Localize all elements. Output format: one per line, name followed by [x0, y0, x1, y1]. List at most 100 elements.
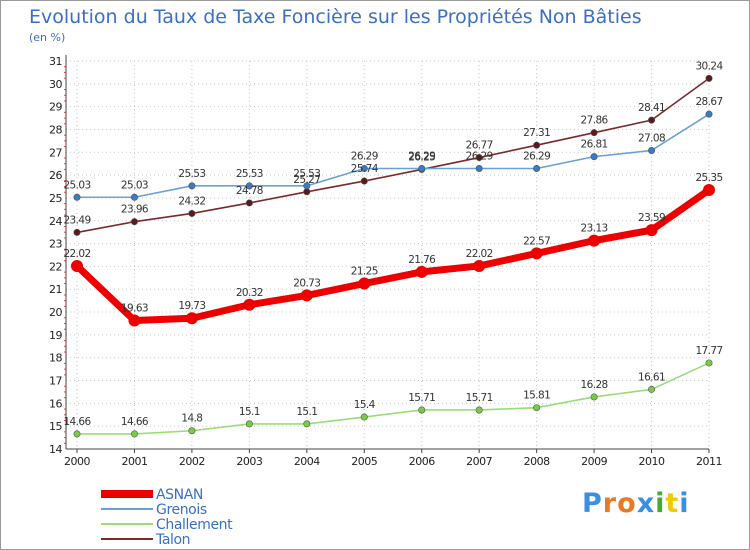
x-tick-label: 2008 [524, 455, 550, 468]
y-tick-label: 28 [49, 123, 62, 136]
data-point-challement [360, 413, 368, 421]
data-label-talon: 30.24 [695, 60, 723, 72]
data-label-challement: 14.8 [181, 413, 202, 425]
data-point-talon [303, 188, 311, 196]
data-point-grenois [130, 193, 138, 201]
y-tick-label: 22 [49, 260, 62, 273]
legend-label-asnan: ASNAN [156, 487, 203, 503]
x-tick-label: 2005 [351, 455, 377, 468]
data-point-talon [475, 154, 483, 162]
y-tick-label: 27 [49, 146, 62, 159]
data-label-grenois: 25.53 [178, 168, 205, 180]
data-point-challement [73, 430, 81, 438]
data-label-talon: 25.27 [293, 174, 320, 186]
x-tick-label: 2004 [294, 455, 320, 468]
data-label-grenois: 26.29 [466, 150, 493, 162]
x-tick-label: 2002 [179, 455, 205, 468]
data-label-asnan: 20.73 [293, 277, 320, 289]
y-tick-label: 30 [49, 78, 62, 91]
legend-label-grenois: Grenois [156, 502, 207, 518]
data-label-grenois: 26.29 [408, 150, 435, 162]
data-label-talon: 23.96 [121, 204, 149, 216]
data-label-asnan: 19.63 [121, 303, 148, 315]
series-line-grenois [77, 113, 710, 199]
data-point-talon [360, 177, 368, 185]
data-label-talon: 23.49 [63, 214, 90, 226]
data-point-grenois [245, 182, 253, 190]
data-label-grenois: 27.08 [638, 132, 665, 144]
data-point-talon [73, 228, 81, 236]
data-point-asnan [128, 314, 141, 327]
data-label-talon: 26.25 [408, 151, 435, 163]
data-label-talon: 26.77 [466, 140, 493, 152]
data-label-grenois: 26.29 [351, 150, 378, 162]
logo-letter: x [636, 488, 656, 519]
data-label-asnan: 22.02 [466, 248, 493, 260]
data-label-challement: 15.81 [523, 390, 550, 402]
data-point-talon [705, 74, 713, 82]
data-label-grenois: 28.67 [695, 96, 722, 108]
y-tick-label: 15 [49, 420, 62, 433]
data-point-challement [245, 420, 253, 428]
x-tick-label: 2000 [64, 455, 90, 468]
data-label-asnan: 21.76 [408, 254, 436, 266]
data-point-grenois [73, 193, 81, 201]
data-point-talon [130, 218, 138, 226]
data-point-asnan [588, 234, 601, 247]
y-tick-label: 24 [49, 215, 62, 228]
x-tick-label: 2006 [409, 455, 435, 468]
y-tick-label: 16 [49, 397, 62, 410]
data-label-challement: 15.1 [239, 406, 260, 418]
data-point-asnan [185, 312, 198, 325]
data-label-challement: 15.4 [354, 399, 376, 411]
data-point-challement [188, 427, 196, 435]
data-label-talon: 27.86 [581, 115, 609, 127]
x-tick-label: 2010 [639, 455, 665, 468]
data-label-challement: 15.1 [296, 406, 317, 418]
data-label-challement: 17.77 [695, 345, 722, 357]
data-point-talon [245, 199, 253, 207]
logo-letter: r [602, 488, 618, 519]
data-label-grenois: 25.53 [293, 168, 320, 180]
y-tick-label: 29 [49, 101, 62, 114]
data-point-challement [590, 393, 598, 401]
data-point-challement [705, 359, 713, 367]
data-point-challement [533, 404, 541, 412]
data-point-talon [590, 129, 598, 137]
data-point-asnan [358, 277, 371, 290]
data-label-grenois: 25.53 [236, 168, 263, 180]
data-point-talon [188, 209, 196, 217]
x-tick-label: 2001 [121, 455, 147, 468]
data-label-asnan: 20.32 [236, 287, 263, 299]
y-tick-label: 20 [49, 306, 62, 319]
data-label-challement: 16.61 [638, 371, 665, 383]
data-point-asnan [530, 247, 543, 260]
data-label-talon: 27.31 [523, 127, 550, 139]
data-label-asnan: 21.25 [351, 266, 378, 278]
data-point-asnan [71, 259, 83, 272]
x-tick-label: 2009 [581, 455, 607, 468]
data-point-grenois [648, 146, 656, 154]
data-label-challement: 15.71 [408, 392, 435, 404]
data-point-grenois [418, 164, 426, 172]
y-tick-label: 25 [49, 192, 62, 205]
chart-title: Evolution du Taux de Taxe Foncière sur l… [29, 6, 642, 28]
data-point-grenois [533, 164, 541, 172]
data-point-talon [648, 116, 656, 124]
y-tick-label: 26 [49, 169, 62, 182]
data-label-challement: 14.66 [63, 416, 91, 428]
logo-letter: t [665, 488, 680, 519]
data-labels: 23.49 23.96 24.32 24.78 25.27 25.74 26.25 26.77… [63, 60, 724, 428]
data-label-challement: 14.66 [121, 416, 149, 428]
y-tick-label: 21 [49, 283, 62, 296]
legend-label-talon: Talon [155, 532, 190, 548]
data-label-asnan: 25.35 [695, 172, 722, 184]
data-label-grenois: 25.03 [63, 179, 90, 191]
data-point-asnan [300, 289, 313, 302]
axes: 14 15 16 17 18 19 20 21 22 23 24 25 26 27 28 29 30 31 2000… [49, 55, 723, 468]
data-label-talon: 24.32 [178, 195, 205, 207]
x-tick-label: 2003 [236, 455, 262, 468]
data-point-grenois [303, 182, 311, 190]
